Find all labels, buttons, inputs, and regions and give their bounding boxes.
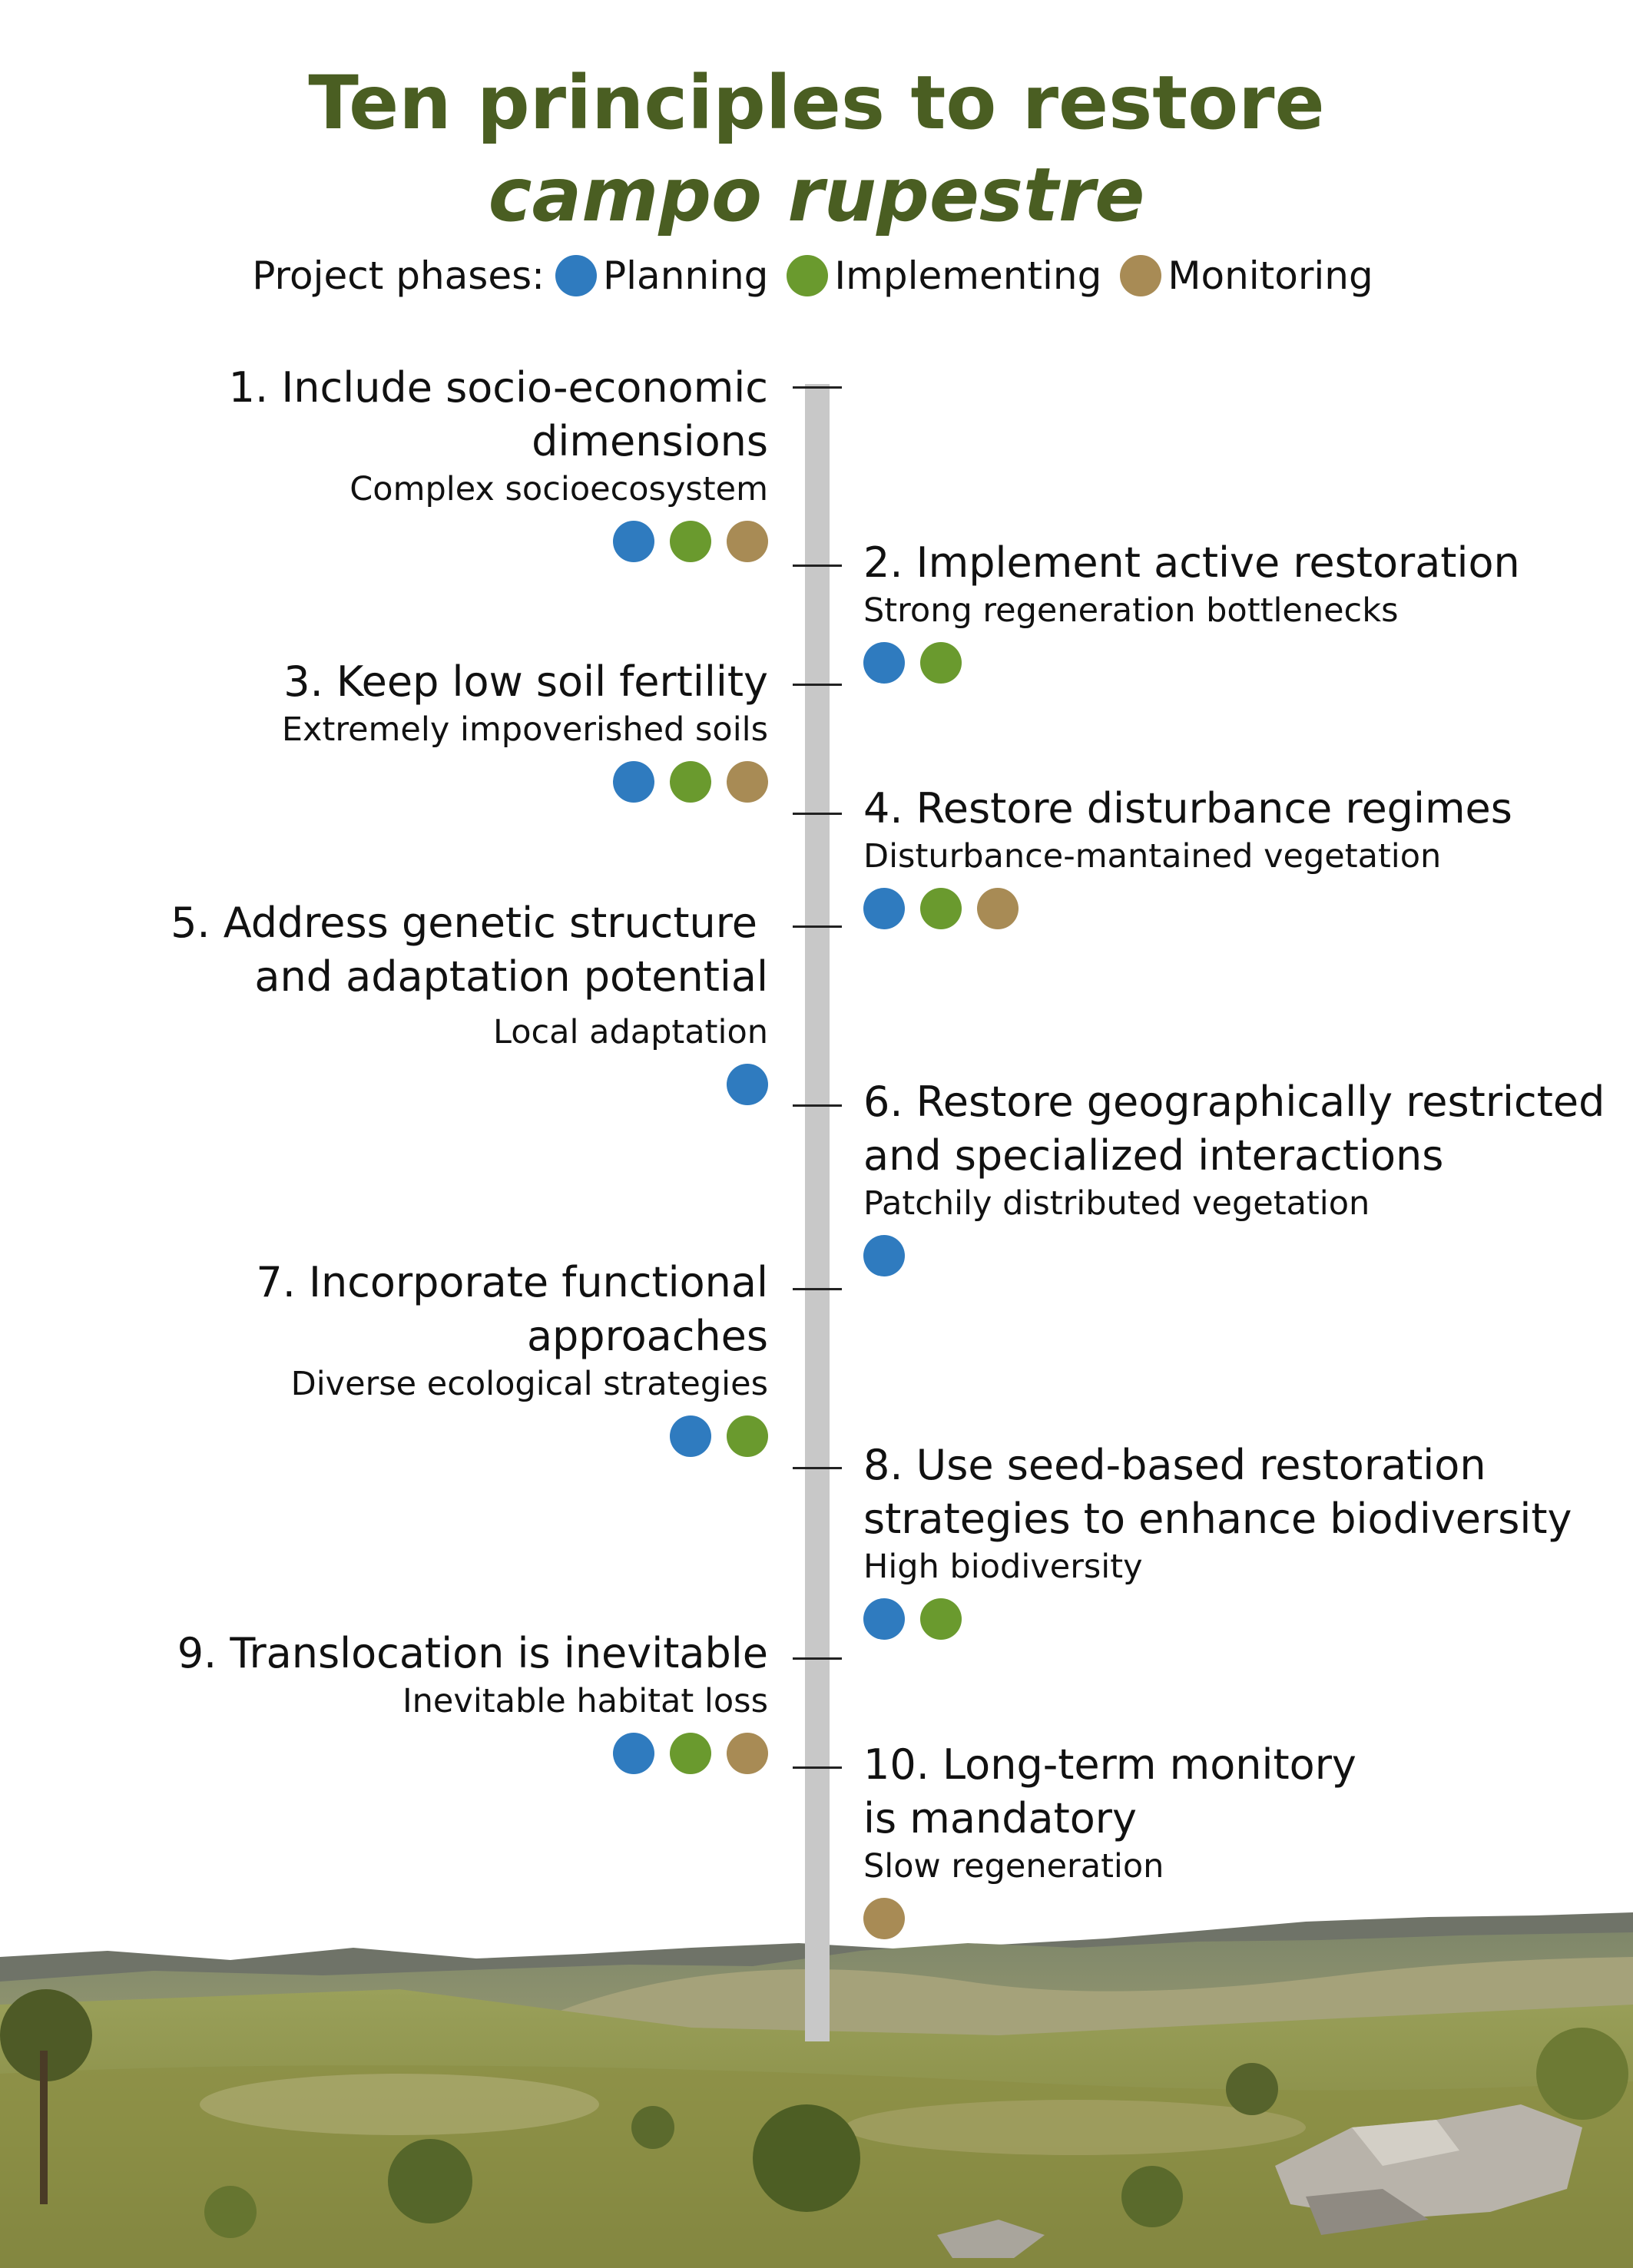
principle-7-heading-line-1: 7. Incorporate functional	[256, 1258, 768, 1306]
planning-dot-icon	[613, 521, 654, 562]
principle-10-heading-line-1: 10. Long-term monitory	[863, 1740, 1356, 1789]
principle-8-heading-line-1: 8. Use seed-based restoration	[863, 1441, 1486, 1489]
principle-10-phases	[863, 1898, 1356, 1939]
principle-8: 8. Use seed-based restoration strategies…	[863, 1439, 1572, 1640]
principle-1-phases	[229, 521, 768, 562]
principle-10-heading-line-2: is mandatory	[863, 1794, 1137, 1843]
monitoring-dot-icon	[727, 761, 768, 803]
principle-1-subtitle: Complex socioecosystem	[349, 470, 768, 508]
tick-3	[793, 684, 842, 686]
principle-4-heading-line-1: 4. Restore disturbance regimes	[863, 784, 1512, 833]
principle-3-heading-line-1: 3. Keep low soil fertility	[283, 657, 768, 706]
landscape-illustration	[0, 1912, 1633, 2268]
implementing-dot-icon	[920, 642, 962, 684]
tick-5	[793, 925, 842, 928]
tick-9	[793, 1657, 842, 1660]
principle-5-heading-line-2: and adaptation potential	[254, 952, 768, 1001]
planning-dot-icon	[555, 255, 598, 296]
principle-6-phases	[863, 1235, 1605, 1276]
tick-2	[793, 565, 842, 567]
tick-1	[793, 386, 842, 389]
planning-dot-icon	[863, 1598, 905, 1640]
principle-5-heading-line-1: 5. Address genetic structure	[171, 899, 757, 947]
principle-3-subtitle: Extremely impoverished soils	[281, 710, 768, 749]
principle-7-subtitle: Diverse ecological strategies	[290, 1365, 768, 1403]
title-line-2: campo rupestre	[488, 152, 1145, 238]
principle-3: 3. Keep low soil fertility Extremely imp…	[282, 655, 768, 803]
title-line-1: Ten principles to restore	[308, 60, 1325, 146]
monitoring-dot-icon	[1120, 255, 1162, 296]
implementing-dot-icon	[670, 1733, 711, 1774]
timeline-axis	[805, 384, 830, 2041]
principle-5-phases	[171, 1064, 768, 1105]
planning-dot-icon	[863, 888, 905, 929]
tick-8	[793, 1467, 842, 1469]
tick-10	[793, 1766, 842, 1769]
principle-10: 10. Long-term monitory is mandatory Slow…	[863, 1738, 1356, 1939]
legend-planning: Planning	[603, 253, 769, 298]
principle-2-phases	[863, 642, 1520, 684]
principle-7: 7. Incorporate functional approaches Div…	[256, 1256, 768, 1457]
principle-6-heading-line-1: 6. Restore geographically restricted	[863, 1078, 1605, 1126]
principle-8-heading-line-2: strategies to enhance biodiversity	[863, 1495, 1572, 1543]
principle-10-subtitle: Slow regeneration	[863, 1847, 1164, 1886]
monitoring-dot-icon	[977, 888, 1019, 929]
principle-9-phases	[177, 1733, 768, 1774]
principle-6-subtitle: Patchily distributed vegetation	[863, 1184, 1370, 1223]
principle-5-subtitle: Local adaptation	[493, 1013, 768, 1051]
principle-9-subtitle: Inevitable habitat loss	[402, 1682, 768, 1720]
principle-5: 5. Address genetic structure and adaptat…	[171, 896, 768, 1105]
implementing-dot-icon	[920, 888, 962, 929]
tick-6	[793, 1104, 842, 1107]
legend-label: Project phases:	[252, 253, 545, 298]
principle-4-subtitle: Disturbance-mantained vegetation	[863, 837, 1442, 876]
principle-4: 4. Restore disturbance regimes Disturban…	[863, 782, 1512, 929]
monitoring-dot-icon	[863, 1898, 905, 1939]
planning-dot-icon	[863, 1235, 905, 1276]
principle-3-phases	[282, 761, 768, 803]
principle-7-heading-line-2: approaches	[526, 1312, 768, 1360]
principle-7-phases	[256, 1415, 768, 1457]
principle-1-heading-line-2: dimensions	[532, 417, 768, 465]
implementing-dot-icon	[787, 255, 829, 296]
principle-4-phases	[863, 888, 1512, 929]
implementing-dot-icon	[670, 761, 711, 803]
principle-9-heading-line-1: 9. Translocation is inevitable	[177, 1629, 768, 1677]
principle-1-heading-line-1: 1. Include socio-economic	[228, 363, 768, 412]
principle-1: 1. Include socio-economic dimensions Com…	[229, 361, 768, 562]
planning-dot-icon	[613, 761, 654, 803]
implementing-dot-icon	[727, 1415, 768, 1457]
phase-legend: Project phases: Planning Implementing Mo…	[0, 253, 1633, 298]
tick-4	[793, 813, 842, 815]
principle-2: 2. Implement active restoration Strong r…	[863, 536, 1520, 684]
principle-8-phases	[863, 1598, 1572, 1640]
planning-dot-icon	[670, 1415, 711, 1457]
principle-2-subtitle: Strong regeneration bottlenecks	[863, 591, 1399, 630]
principle-8-subtitle: High biodiversity	[863, 1548, 1143, 1586]
monitoring-dot-icon	[727, 1733, 768, 1774]
principle-6: 6. Restore geographically restricted and…	[863, 1075, 1605, 1276]
principle-9: 9. Translocation is inevitable Inevitabl…	[177, 1627, 768, 1774]
legend-monitoring: Monitoring	[1168, 253, 1373, 298]
principle-6-heading-line-2: and specialized interactions	[863, 1131, 1444, 1180]
tick-7	[793, 1288, 842, 1290]
principle-2-heading-line-1: 2. Implement active restoration	[863, 538, 1520, 587]
implementing-dot-icon	[920, 1598, 962, 1640]
planning-dot-icon	[727, 1064, 768, 1105]
planning-dot-icon	[613, 1733, 654, 1774]
legend-implementing: Implementing	[834, 253, 1102, 298]
planning-dot-icon	[863, 642, 905, 684]
implementing-dot-icon	[670, 521, 711, 562]
monitoring-dot-icon	[727, 521, 768, 562]
